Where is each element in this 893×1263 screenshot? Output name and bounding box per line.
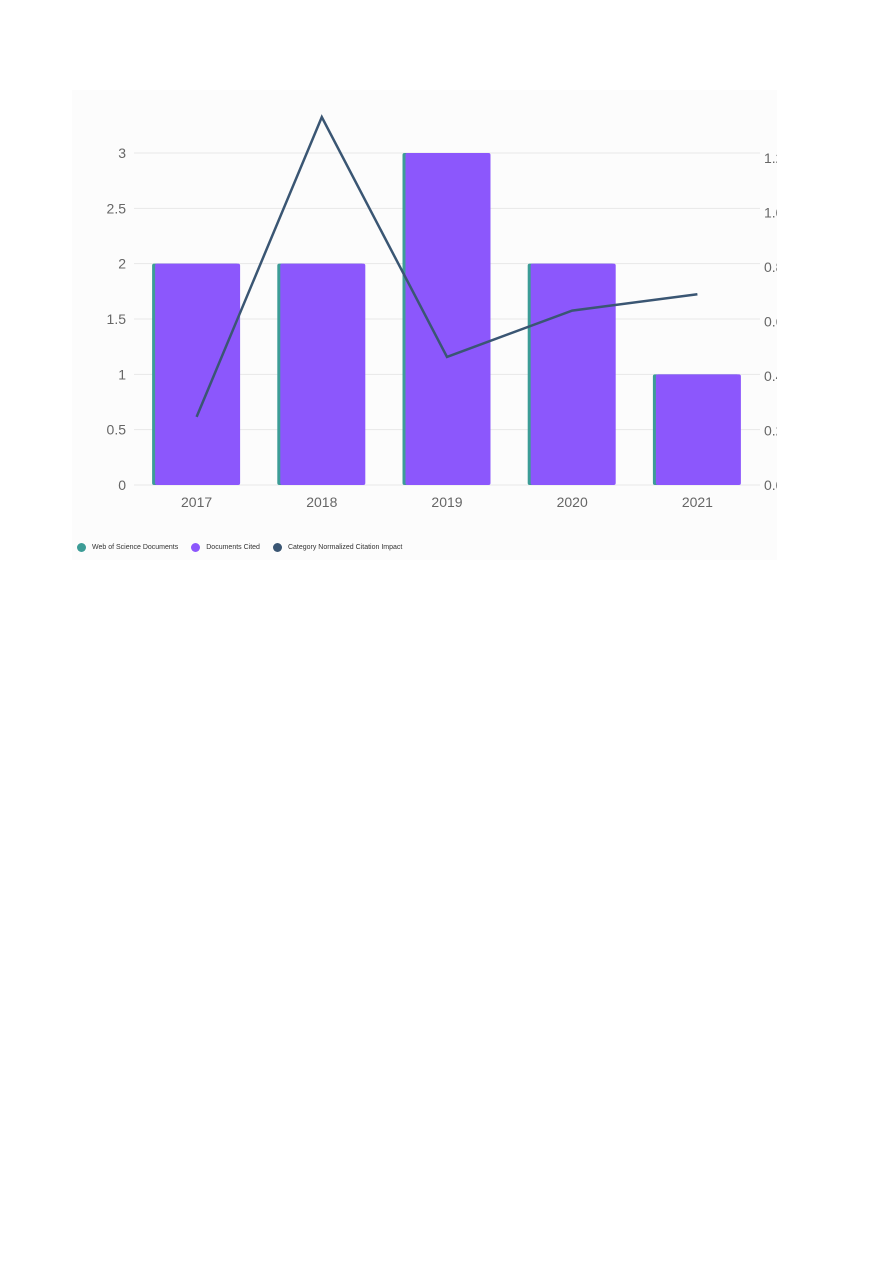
x-tick-label: 2018 xyxy=(306,494,337,510)
legend: Web of Science Documents Documents Cited… xyxy=(77,543,415,552)
bar-documents-cited xyxy=(280,263,366,485)
y-left-tick-label: 2.5 xyxy=(107,200,127,216)
legend-label: Web of Science Documents xyxy=(92,544,179,551)
legend-item-documents-cited[interactable]: Documents Cited xyxy=(191,543,260,552)
x-tick-label: 2020 xyxy=(557,494,588,510)
y-right-tick-label: 0.0 xyxy=(764,477,777,493)
bar-documents-cited xyxy=(655,374,741,485)
y-right-tick-label: 1.2 xyxy=(764,150,777,166)
legend-label: Category Normalized Citation Impact xyxy=(287,544,403,551)
chart-area: 0 0.5 1 1.5 2 2.5 3 0.0 0.2 0.4 0.6 0.8 1.0 1.2 2017… xyxy=(72,90,777,560)
y-right-tick-label: 0.2 xyxy=(764,423,777,439)
legend-label: Documents Cited xyxy=(206,544,260,551)
legend-item-web-of-science-documents[interactable]: Web of Science Documents xyxy=(77,543,178,552)
y-left-tick-label: 0.5 xyxy=(107,422,127,438)
bar-documents-cited xyxy=(530,263,616,485)
x-tick-label: 2017 xyxy=(181,494,212,510)
bar-documents-cited xyxy=(155,263,241,485)
y-left-tick-label: 3 xyxy=(118,145,126,161)
y-left-tick-label: 0 xyxy=(118,477,126,493)
y-right-tick-label: 0.8 xyxy=(764,259,777,275)
y-left-tick-label: 1.5 xyxy=(107,311,127,327)
x-tick-label: 2021 xyxy=(682,494,713,510)
legend-dot-icon xyxy=(77,543,86,552)
legend-item-category-normalized-citation-impact[interactable]: Category Normalized Citation Impact xyxy=(272,543,403,552)
combo-chart: 0 0.5 1 1.5 2 2.5 3 0.0 0.2 0.4 0.6 0.8 1.0 1.2 2017… xyxy=(107,114,777,510)
y-left-tick-label: 2 xyxy=(118,256,126,272)
y-axis-left: 0 0.5 1 1.5 2 2.5 3 xyxy=(107,145,127,493)
y-right-tick-label: 0.4 xyxy=(764,368,777,384)
x-tick-label: 2019 xyxy=(431,494,462,510)
line-series xyxy=(195,114,698,418)
y-axis-right: 0.0 0.2 0.4 0.6 0.8 1.0 1.2 xyxy=(764,150,777,493)
y-left-tick-label: 1 xyxy=(118,366,126,382)
legend-dot-icon xyxy=(191,543,201,552)
y-right-tick-label: 1.0 xyxy=(764,205,777,221)
x-axis: 2017 2018 2019 2020 2021 xyxy=(181,494,713,510)
legend-dot-icon xyxy=(272,543,282,552)
y-right-tick-label: 0.6 xyxy=(764,314,777,330)
bar-documents-cited xyxy=(405,153,491,485)
